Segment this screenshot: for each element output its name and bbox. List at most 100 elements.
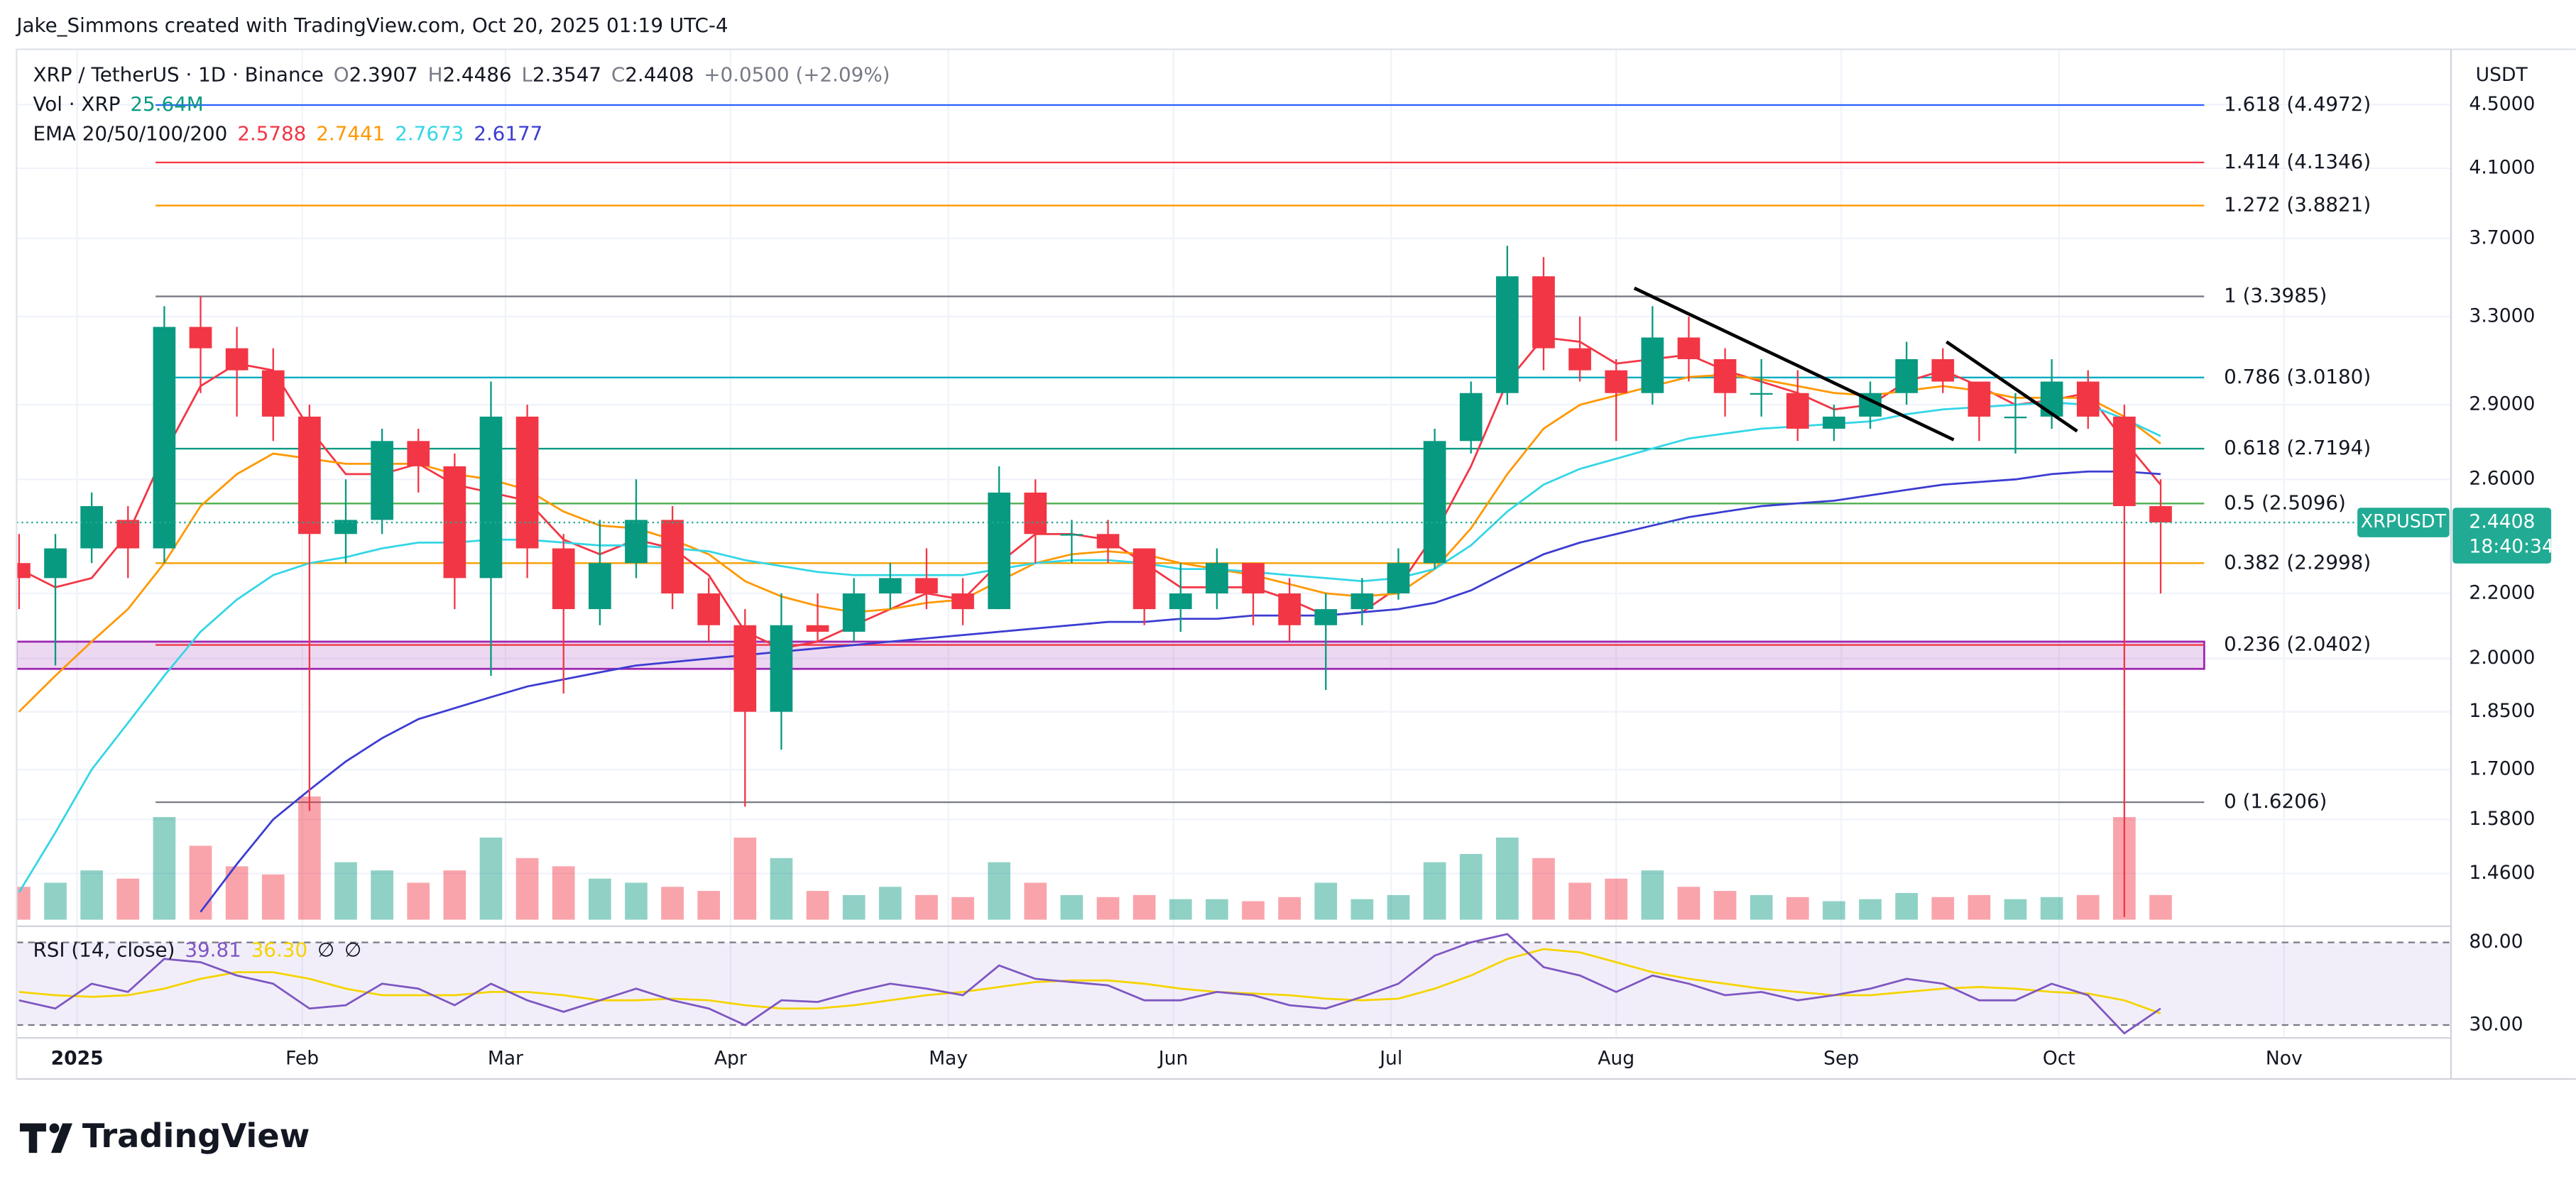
close-label: C — [611, 62, 625, 86]
volume-bar — [733, 837, 757, 920]
candle-body — [2149, 505, 2172, 523]
y-tick-label: 2.9000 — [2469, 393, 2535, 415]
y-tick-label: 1.4600 — [2469, 862, 2535, 884]
rsi-line — [18, 933, 2161, 1035]
y-tick-label: 3.7000 — [2469, 226, 2535, 248]
candle-body — [733, 625, 757, 712]
candle-body — [1786, 393, 1809, 429]
volume-bar — [16, 887, 31, 920]
grid — [16, 49, 2451, 1039]
volume-bar — [1786, 897, 1809, 920]
candle-body — [334, 520, 357, 535]
ema-value: 2.6177 — [474, 122, 542, 146]
fib-label: 1.272 (3.8821) — [2224, 193, 2371, 217]
candle-body — [1750, 393, 1773, 395]
volume-bar — [951, 897, 974, 920]
volume-bar — [153, 816, 176, 920]
volume-bar — [1968, 894, 1991, 920]
candle-body — [1350, 593, 1374, 610]
candle-body — [443, 466, 466, 579]
candle-body — [1495, 276, 1519, 393]
candle-body — [1532, 276, 1555, 349]
volume-bar — [1713, 891, 1737, 920]
symbol-tag-label: XRPUSDT — [2361, 510, 2447, 532]
open-value: 2.3907 — [349, 62, 418, 86]
rsi-tick-label: 30.00 — [2469, 1013, 2523, 1035]
volume-bar — [1278, 897, 1301, 920]
x-tick-label: Jun — [1157, 1048, 1189, 1070]
y-tick-label: 1.5800 — [2469, 808, 2535, 830]
candle-body — [153, 327, 176, 549]
candle-body — [915, 578, 938, 593]
fib-label: 0.618 (2.7194) — [2224, 436, 2371, 459]
candle-body — [1242, 563, 1265, 593]
volume-bar — [1750, 894, 1773, 920]
high-value: 2.4486 — [442, 62, 511, 86]
y-tick-label: 4.5000 — [2469, 93, 2535, 115]
candle-body — [371, 441, 393, 520]
candle-body — [951, 593, 974, 610]
candle-body — [1060, 534, 1084, 536]
volume-bar — [371, 870, 393, 920]
candle-body — [1459, 393, 1483, 442]
volume-bar — [1350, 899, 1374, 920]
candle-body — [116, 520, 140, 549]
volume-bar — [2040, 897, 2063, 920]
countdown: 18:40:34 — [2469, 535, 2553, 557]
candle-body — [1605, 370, 1628, 393]
volume-label: Vol · XRP — [33, 92, 120, 116]
legend-rsi-line: RSI (14, close) 39.81 36.30 ∅ ∅ — [33, 938, 361, 962]
volume-bar — [806, 891, 829, 920]
rsi-label: RSI (14, close) — [33, 938, 175, 962]
candle-body — [1278, 593, 1301, 625]
x-tick-label: Apr — [714, 1048, 747, 1070]
rsi-value: ∅ — [344, 938, 361, 962]
fib-label: 0 (1.6206) — [2224, 789, 2327, 813]
candle-body — [261, 370, 285, 417]
candle-body — [1423, 441, 1446, 564]
candle-body — [44, 548, 67, 579]
candle-body — [1096, 534, 1120, 549]
candle-body — [515, 416, 539, 549]
candle-body — [1024, 492, 1047, 535]
volume-bar — [1532, 857, 1555, 920]
volume-bar — [915, 894, 938, 920]
volume-bar — [1242, 901, 1265, 920]
volume-bar — [1169, 899, 1192, 920]
fib-label: 0.382 (2.2998) — [2224, 550, 2371, 574]
volume-bar — [1859, 899, 1882, 920]
y-tick-label: 3.3000 — [2469, 305, 2535, 327]
candle-body — [661, 520, 684, 593]
volume-bar — [988, 862, 1011, 920]
volume-bar — [2076, 894, 2100, 920]
volume-bar — [552, 866, 575, 920]
candle-body — [2040, 381, 2063, 417]
candle-body — [225, 348, 249, 371]
volume-bar — [1931, 897, 1955, 920]
candle-body — [1568, 348, 1591, 371]
candle-body — [1206, 563, 1228, 593]
candle-body — [2113, 416, 2136, 506]
credit: Jake_Simmons created with TradingView.co… — [15, 13, 728, 37]
fib-label: 1.618 (4.4972) — [2224, 92, 2371, 116]
volume-bar — [878, 887, 902, 920]
x-tick-label: Feb — [285, 1048, 319, 1070]
ema-value: 2.7673 — [395, 122, 464, 146]
candle-body — [1713, 359, 1737, 393]
volume-bar — [588, 878, 611, 920]
candle-body — [1968, 381, 1991, 417]
y-tick-label: 1.7000 — [2469, 758, 2535, 780]
candle-body — [878, 578, 902, 593]
change: +0.0500 (+2.09%) — [704, 62, 890, 86]
rsi-tick-label: 80.00 — [2469, 931, 2523, 953]
volume-bar — [261, 874, 285, 920]
candle-body — [479, 416, 503, 579]
candle-body — [2004, 416, 2027, 419]
candle-body — [988, 492, 1011, 610]
price-tag — [2452, 508, 2552, 564]
volume-bar — [697, 891, 721, 920]
x-tick-label: Aug — [1598, 1048, 1634, 1070]
rsi-value: ∅ — [317, 938, 334, 962]
x-tick-label: May — [929, 1048, 968, 1070]
